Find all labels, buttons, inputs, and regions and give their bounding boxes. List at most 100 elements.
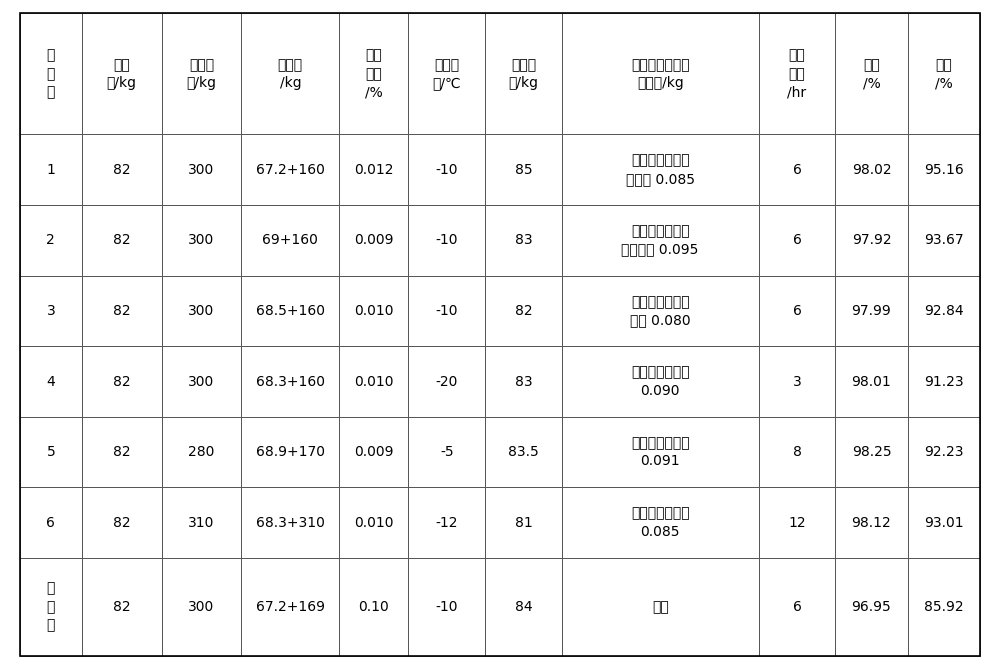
Bar xyxy=(339,488,408,558)
Bar xyxy=(82,417,162,488)
Text: 300: 300 xyxy=(188,375,215,389)
Bar xyxy=(241,417,339,488)
Bar xyxy=(562,134,759,205)
Bar xyxy=(835,276,908,347)
Bar xyxy=(162,205,241,276)
Bar xyxy=(485,13,562,134)
Text: 92.23: 92.23 xyxy=(924,445,964,459)
Text: 乙腈
量/kg: 乙腈 量/kg xyxy=(107,58,137,90)
Text: 82: 82 xyxy=(113,445,130,459)
Bar xyxy=(408,276,485,347)
Bar xyxy=(562,417,759,488)
Text: 0.012: 0.012 xyxy=(354,163,394,177)
Bar xyxy=(162,417,241,488)
Text: 84: 84 xyxy=(515,600,532,614)
Bar xyxy=(408,205,485,276)
Text: 6: 6 xyxy=(793,600,801,614)
Bar xyxy=(162,488,241,558)
Text: 82: 82 xyxy=(113,600,130,614)
Text: 68.3+160: 68.3+160 xyxy=(256,375,325,389)
Text: 甲醇量
/kg: 甲醇量 /kg xyxy=(278,58,303,90)
Text: 对
比
例: 对 比 例 xyxy=(47,581,55,632)
Bar xyxy=(408,347,485,417)
Text: 6: 6 xyxy=(793,233,801,248)
Bar xyxy=(20,347,82,417)
Text: 体系
含水
/%: 体系 含水 /% xyxy=(365,49,383,99)
Bar xyxy=(759,134,835,205)
Text: 0.10: 0.10 xyxy=(359,600,389,614)
Bar xyxy=(908,488,980,558)
Text: 300: 300 xyxy=(188,304,215,318)
Bar xyxy=(20,205,82,276)
Text: 82: 82 xyxy=(113,516,130,530)
Text: 1: 1 xyxy=(46,163,55,177)
Text: 280: 280 xyxy=(188,445,215,459)
Text: 4: 4 xyxy=(46,375,55,389)
Bar xyxy=(562,276,759,347)
Bar xyxy=(339,347,408,417)
Bar xyxy=(759,13,835,134)
Bar xyxy=(339,13,408,134)
Text: 68.9+170: 68.9+170 xyxy=(256,445,325,459)
Bar xyxy=(485,205,562,276)
Bar xyxy=(82,488,162,558)
Text: 98.02: 98.02 xyxy=(852,163,891,177)
Bar xyxy=(408,134,485,205)
Text: 甲磺酰乙酸甲酯
0.091: 甲磺酰乙酸甲酯 0.091 xyxy=(631,436,689,468)
Bar xyxy=(241,13,339,134)
Text: 82: 82 xyxy=(113,375,130,389)
Bar xyxy=(759,558,835,656)
Bar xyxy=(162,13,241,134)
Bar xyxy=(82,276,162,347)
Bar xyxy=(835,13,908,134)
Text: 0.009: 0.009 xyxy=(354,233,394,248)
Bar xyxy=(908,134,980,205)
Text: 5: 5 xyxy=(46,445,55,459)
Bar xyxy=(562,488,759,558)
Bar xyxy=(562,205,759,276)
Bar xyxy=(408,558,485,656)
Text: 310: 310 xyxy=(188,516,215,530)
Bar xyxy=(339,276,408,347)
Bar xyxy=(835,488,908,558)
Text: 82: 82 xyxy=(515,304,532,318)
Text: -5: -5 xyxy=(440,445,454,459)
Bar xyxy=(485,134,562,205)
Text: 83: 83 xyxy=(515,233,532,248)
Bar xyxy=(485,347,562,417)
Bar xyxy=(82,558,162,656)
Text: 83: 83 xyxy=(515,375,532,389)
Bar xyxy=(562,558,759,656)
Text: 甲磺酰乙酸甲酯
0.090: 甲磺酰乙酸甲酯 0.090 xyxy=(631,365,689,398)
Bar xyxy=(908,205,980,276)
Text: 甲基丙烯酸六氟
丁酯 0.080: 甲基丙烯酸六氟 丁酯 0.080 xyxy=(630,295,690,327)
Bar xyxy=(562,347,759,417)
Text: 67.2+169: 67.2+169 xyxy=(256,600,325,614)
Text: 98.25: 98.25 xyxy=(852,445,891,459)
Bar xyxy=(408,488,485,558)
Text: 93.67: 93.67 xyxy=(924,233,964,248)
Bar xyxy=(339,417,408,488)
Bar xyxy=(485,558,562,656)
Text: 正己烷
量/kg: 正己烷 量/kg xyxy=(186,58,216,90)
Bar xyxy=(339,558,408,656)
Bar xyxy=(339,134,408,205)
Text: 82: 82 xyxy=(113,304,130,318)
Bar xyxy=(20,276,82,347)
Text: 91.23: 91.23 xyxy=(924,375,964,389)
Bar xyxy=(908,276,980,347)
Text: 0.010: 0.010 xyxy=(354,304,394,318)
Text: 300: 300 xyxy=(188,600,215,614)
Text: 十六烷基三甲基
氯化铵 0.085: 十六烷基三甲基 氯化铵 0.085 xyxy=(626,154,695,186)
Text: 0.009: 0.009 xyxy=(354,445,394,459)
Bar xyxy=(20,13,82,134)
Bar xyxy=(241,134,339,205)
Text: 不加: 不加 xyxy=(652,600,669,614)
Text: 0.010: 0.010 xyxy=(354,375,394,389)
Text: -10: -10 xyxy=(436,600,458,614)
Text: 82: 82 xyxy=(113,163,130,177)
Bar xyxy=(908,558,980,656)
Bar xyxy=(20,134,82,205)
Text: 0.010: 0.010 xyxy=(354,516,394,530)
Text: 98.01: 98.01 xyxy=(852,375,891,389)
